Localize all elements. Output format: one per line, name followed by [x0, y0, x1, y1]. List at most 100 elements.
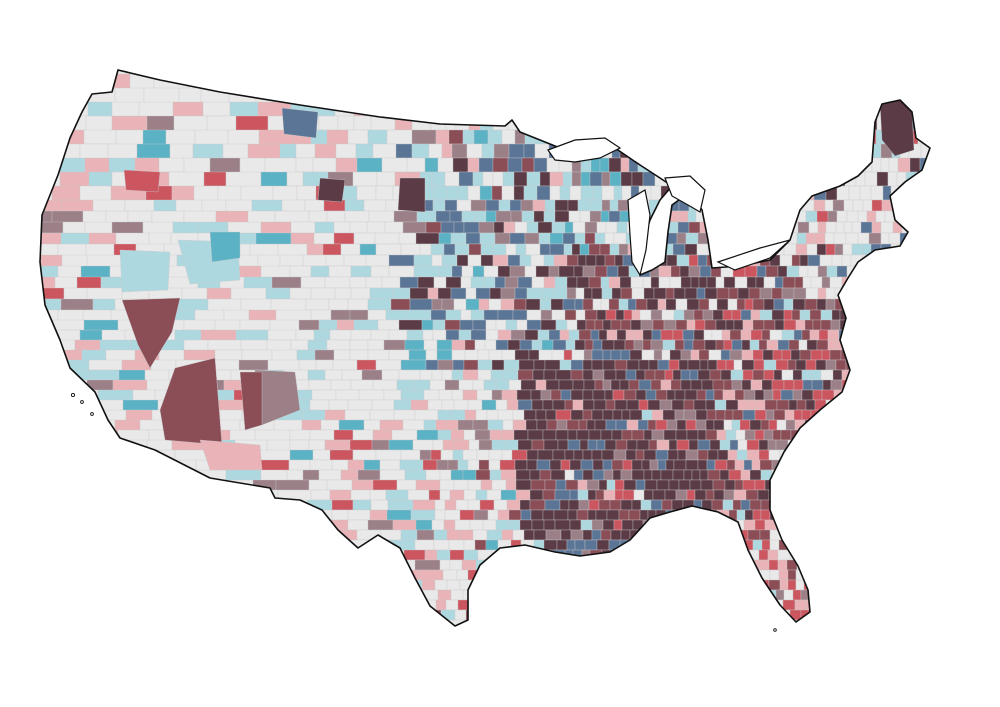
county	[653, 101, 667, 117]
county	[881, 276, 891, 289]
county	[740, 309, 752, 321]
county	[520, 199, 534, 212]
county	[453, 439, 470, 451]
county	[525, 419, 538, 431]
county	[445, 329, 460, 341]
county	[728, 287, 739, 300]
county	[489, 287, 502, 300]
county	[460, 276, 472, 289]
county	[901, 199, 911, 212]
county	[96, 549, 124, 561]
county	[459, 319, 474, 331]
county	[852, 589, 866, 601]
county	[863, 379, 877, 391]
county	[660, 379, 672, 391]
county	[464, 339, 476, 351]
county	[706, 70, 719, 75]
county	[407, 489, 430, 501]
county	[350, 379, 374, 391]
county	[536, 419, 548, 431]
county	[343, 73, 368, 89]
county	[746, 276, 757, 289]
county	[924, 559, 930, 571]
county	[331, 499, 354, 511]
county	[698, 298, 710, 311]
county	[803, 459, 816, 471]
county	[748, 101, 761, 117]
county	[631, 309, 641, 321]
county	[669, 349, 682, 361]
county	[642, 276, 652, 289]
county	[372, 143, 397, 159]
county	[652, 489, 666, 501]
county	[455, 499, 469, 511]
county	[780, 389, 794, 401]
county	[309, 399, 330, 411]
county	[292, 609, 310, 621]
county	[516, 599, 530, 611]
county	[83, 129, 117, 145]
county	[598, 479, 608, 491]
county	[654, 369, 666, 381]
county	[803, 569, 815, 581]
county	[307, 339, 328, 351]
county	[490, 369, 504, 381]
county	[685, 419, 697, 431]
county	[612, 549, 625, 561]
county	[830, 319, 841, 331]
county	[202, 509, 235, 527]
county	[743, 389, 756, 401]
county	[941, 320, 949, 330]
county	[635, 449, 645, 461]
county	[408, 349, 427, 361]
county	[577, 579, 590, 591]
county	[495, 379, 510, 391]
county	[807, 449, 818, 461]
county	[705, 419, 715, 431]
county	[318, 115, 339, 131]
county	[147, 549, 177, 563]
county	[875, 379, 885, 391]
county	[433, 185, 448, 201]
county	[769, 329, 783, 341]
county	[691, 599, 705, 611]
county	[731, 185, 745, 201]
county	[857, 265, 867, 278]
county	[601, 339, 615, 351]
county	[935, 299, 944, 310]
county	[467, 599, 479, 611]
county	[439, 489, 451, 501]
county	[559, 499, 570, 511]
county	[813, 199, 826, 212]
county	[567, 599, 578, 611]
county	[430, 449, 442, 461]
county	[852, 379, 865, 391]
county	[769, 101, 779, 117]
county	[238, 579, 266, 597]
county	[711, 87, 723, 103]
county	[56, 469, 92, 486]
county	[536, 459, 551, 471]
county	[399, 459, 424, 471]
county	[650, 339, 664, 351]
county	[520, 379, 537, 391]
county	[477, 349, 490, 361]
county	[103, 489, 140, 507]
county	[405, 309, 432, 321]
county	[619, 569, 633, 581]
county	[749, 469, 762, 481]
county	[807, 509, 821, 521]
county	[754, 185, 767, 201]
county	[933, 460, 945, 470]
county	[537, 329, 550, 341]
county	[600, 276, 610, 289]
county	[474, 429, 491, 441]
county	[697, 539, 708, 551]
county	[470, 309, 485, 321]
county	[308, 630, 328, 640]
county	[890, 309, 902, 321]
county	[55, 599, 88, 615]
county	[644, 559, 658, 571]
county	[825, 115, 837, 131]
county	[775, 157, 785, 173]
